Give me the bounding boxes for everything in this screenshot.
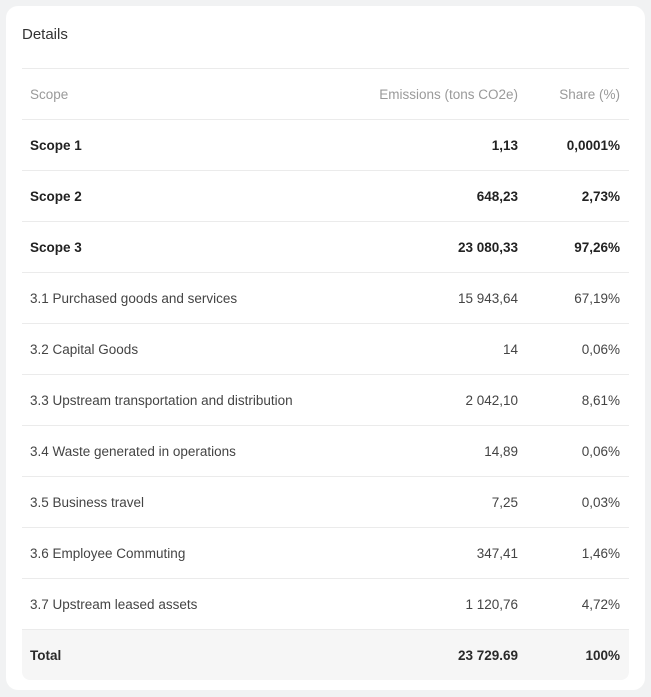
table-row: Scope 3 23 080,33 97,26%: [22, 221, 629, 273]
table-row: 3.6 Employee Commuting 347,41 1,46%: [22, 527, 629, 579]
share-cell: 2,73%: [518, 170, 629, 222]
scope-cell: 3.6 Employee Commuting: [22, 527, 318, 579]
share-cell: 97,26%: [518, 221, 629, 273]
share-cell: 0,06%: [518, 323, 629, 375]
details-card: Details Scope Emissions (tons CO2e) Shar…: [6, 6, 645, 690]
card-title: Details: [22, 26, 68, 43]
total-share: 100%: [518, 629, 629, 680]
share-cell: 0,0001%: [518, 119, 629, 171]
table-row: Scope 2 648,23 2,73%: [22, 170, 629, 222]
table-row: 3.2 Capital Goods 14 0,06%: [22, 323, 629, 375]
scope-cell: 3.7 Upstream leased assets: [22, 578, 318, 630]
emissions-cell: 1 120,76: [318, 578, 518, 630]
details-table: Scope Emissions (tons CO2e) Share (%) Sc…: [22, 68, 629, 680]
share-cell: 0,06%: [518, 425, 629, 477]
total-row: Total 23 729.69 100%: [22, 629, 629, 680]
emissions-cell: 648,23: [318, 170, 518, 222]
table-row: 3.4 Waste generated in operations 14,89 0,…: [22, 425, 629, 477]
scope-cell: 3.2 Capital Goods: [22, 323, 318, 375]
emissions-cell: 2 042,10: [318, 374, 518, 426]
total-label: Total: [22, 629, 318, 680]
share-cell: 0,03%: [518, 476, 629, 528]
column-header-emissions: Emissions (tons CO2e): [318, 68, 518, 120]
column-header-scope: Scope: [22, 68, 318, 120]
table-row: 3.7 Upstream leased assets 1 120,76 4,72%: [22, 578, 629, 630]
share-cell: 4,72%: [518, 578, 629, 630]
scope-cell: 3.3 Upstream transportation and distribu…: [22, 374, 318, 426]
table-row: Scope 1 1,13 0,0001%: [22, 119, 629, 171]
scope-cell: Scope 1: [22, 119, 318, 171]
emissions-cell: 1,13: [318, 119, 518, 171]
emissions-cell: 14: [318, 323, 518, 375]
total-emissions: 23 729.69: [318, 629, 518, 680]
share-cell: 1,46%: [518, 527, 629, 579]
scope-cell: 3.5 Business travel: [22, 476, 318, 528]
table-row: 3.1 Purchased goods and services 15 943,6…: [22, 272, 629, 324]
emissions-cell: 14,89: [318, 425, 518, 477]
emissions-cell: 7,25: [318, 476, 518, 528]
table-row: 3.5 Business travel 7,25 0,03%: [22, 476, 629, 528]
table-header-row: Scope Emissions (tons CO2e) Share (%): [22, 68, 629, 120]
emissions-cell: 23 080,33: [318, 221, 518, 273]
share-cell: 67,19%: [518, 272, 629, 324]
share-cell: 8,61%: [518, 374, 629, 426]
scope-cell: 3.1 Purchased goods and services: [22, 272, 318, 324]
emissions-cell: 15 943,64: [318, 272, 518, 324]
scope-cell: 3.4 Waste generated in operations: [22, 425, 318, 477]
scope-cell: Scope 3: [22, 221, 318, 273]
table-row: 3.3 Upstream transportation and distribu…: [22, 374, 629, 426]
scope-cell: Scope 2: [22, 170, 318, 222]
column-header-share: Share (%): [518, 68, 629, 120]
emissions-cell: 347,41: [318, 527, 518, 579]
